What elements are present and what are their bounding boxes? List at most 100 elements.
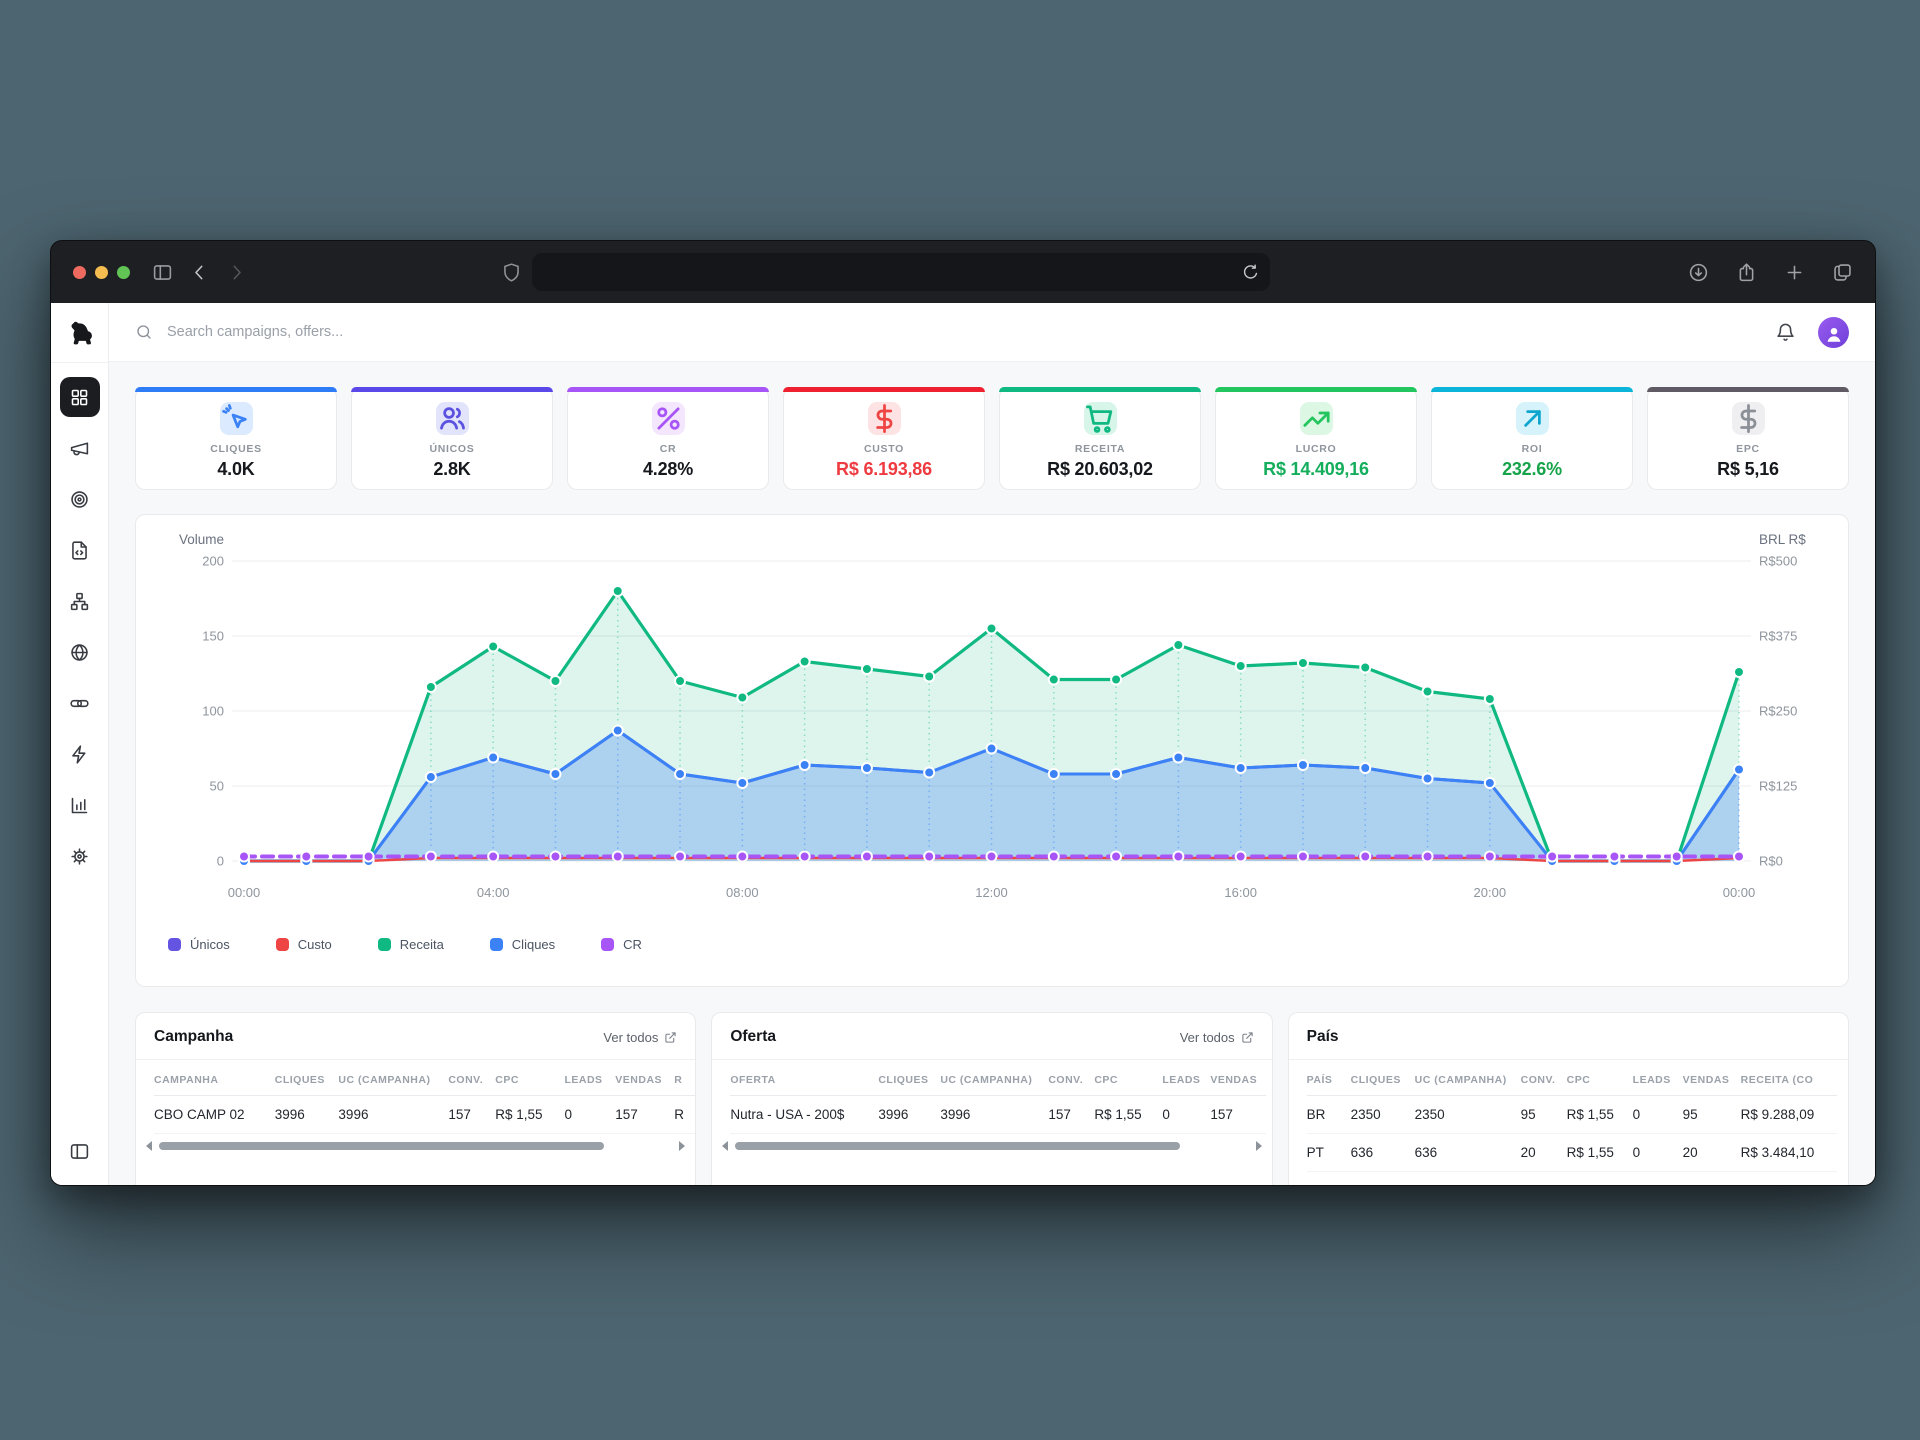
new-tab-icon[interactable] [1784, 262, 1805, 283]
file-code-icon [69, 540, 90, 561]
sidebar-item-domains[interactable] [60, 632, 100, 672]
traffic-chart: 0 R$0 50 R$125 100 R$250 150 R$375 200 R$500 Volum… [179, 532, 1806, 900]
legend-item-receita[interactable]: Receita [377, 937, 444, 952]
table-scroll-area[interactable]: PAÍS CLIQUES UC (CAMPANHA) CONV. CPC LEADS VEN… [1289, 1060, 1848, 1172]
table-cell: R$ 1,55 [495, 1095, 565, 1134]
ver-todos-link[interactable]: Ver todos [1180, 1030, 1254, 1045]
table-title: Campanha [154, 1028, 234, 1045]
table-row[interactable]: CBO CAMP 02 3996 3996 157 R$ 1,55 0 157 R [154, 1095, 696, 1134]
tables-row: Campanha Ver todos CAMPANHA CLIQUES UC (CAMP… [135, 1012, 1849, 1185]
sidebar-item-links[interactable] [60, 683, 100, 723]
stat-accent-bar [1215, 387, 1417, 392]
table-cell: R$ 3.484,10 [1740, 1133, 1837, 1172]
notifications-bell-icon[interactable] [1775, 322, 1796, 343]
column-header: CPC [1566, 1060, 1633, 1096]
sidebar-item-settings[interactable] [60, 836, 100, 876]
scroll-right-arrow[interactable] [1255, 1141, 1262, 1151]
table-row[interactable]: BR 2350 2350 95 R$ 1,55 0 95 R$ 9.288,09 [1306, 1095, 1837, 1134]
stat-label: RECEITA [1074, 443, 1126, 455]
sidebar-item-landers[interactable] [60, 530, 100, 570]
sidebar-item-automation[interactable] [60, 734, 100, 774]
stat-accent-bar [999, 387, 1201, 392]
maximize-window-button[interactable] [117, 265, 130, 279]
svg-text:R$125: R$125 [1759, 779, 1797, 794]
scrollbar-thumb[interactable] [735, 1142, 1181, 1150]
column-header: CPC [1094, 1060, 1163, 1096]
address-bar[interactable] [532, 253, 1270, 291]
cursor-click-icon [219, 402, 253, 435]
column-header: R [674, 1060, 696, 1096]
table-cell: 2350 [1414, 1095, 1521, 1134]
table-scroll-area[interactable]: CAMPANHA CLIQUES UC (CAMPANHA) CONV. CPC LEAD… [136, 1060, 696, 1134]
scrollbar-track[interactable] [157, 1142, 674, 1150]
legend-item-custo[interactable]: Custo [275, 937, 332, 952]
stat-accent-bar [135, 387, 337, 392]
table-cell: 3996 [274, 1095, 339, 1134]
table-scroll-area[interactable]: OFERTA CLIQUES UC (CAMPANHA) CONV. CPC LEADS V… [712, 1060, 1271, 1134]
sidebar-item-campaigns[interactable] [60, 428, 100, 468]
scroll-left-arrow[interactable] [722, 1141, 729, 1151]
stat-label: LUCRO [1295, 443, 1337, 455]
globe-icon [69, 642, 90, 663]
app-root: CLIQUES 4.0K ÚNICOS 2.8K CR 4.28% CUSTO R$ 6.19… [51, 303, 1875, 1185]
legend-item-cliques[interactable]: Cliques [489, 937, 556, 952]
sidebar-item-offers[interactable] [60, 479, 100, 519]
svg-text:Volume: Volume [179, 532, 224, 547]
column-header: CLIQUES [274, 1060, 339, 1096]
browser-window: CLIQUES 4.0K ÚNICOS 2.8K CR 4.28% CUSTO R$ 6.19… [50, 240, 1876, 1186]
horizontal-scrollbar[interactable] [136, 1134, 695, 1154]
stat-value: 4.28% [642, 459, 694, 479]
external-link-icon [664, 1031, 677, 1044]
data-table: CAMPANHA CLIQUES UC (CAMPANHA) CONV. CPC LEAD… [154, 1060, 696, 1134]
back-icon[interactable] [189, 262, 210, 283]
panel-left-icon [69, 1141, 90, 1162]
scroll-right-arrow[interactable] [679, 1141, 686, 1151]
table-row[interactable]: PT 636 636 20 R$ 1,55 0 20 R$ 3.484,10 [1306, 1133, 1837, 1172]
gear-icon [69, 846, 90, 867]
forward-icon[interactable] [226, 262, 247, 283]
table-cell: 0 [1632, 1095, 1683, 1134]
sidebar-collapse-button[interactable] [60, 1131, 100, 1171]
minimize-window-button[interactable] [95, 265, 108, 279]
table-cell: PT [1306, 1133, 1351, 1172]
legend-label: CR [623, 937, 642, 952]
scrollbar-thumb[interactable] [159, 1142, 604, 1150]
stat-value: R$ 5,16 [1717, 459, 1779, 479]
horizontal-scrollbar[interactable] [712, 1134, 1271, 1154]
column-header: CONV. [448, 1060, 496, 1096]
legend-color-chip [601, 938, 615, 951]
scroll-left-arrow[interactable] [146, 1141, 152, 1151]
downloads-icon[interactable] [1688, 262, 1709, 283]
close-window-button[interactable] [73, 265, 86, 279]
table-card-oferta: Oferta Ver todos OFERTA CLIQUES UC (CAMPANHA… [711, 1012, 1273, 1185]
ver-todos-label: Ver todos [1179, 1029, 1235, 1045]
sidebar-item-flows[interactable] [60, 581, 100, 621]
reload-icon[interactable] [1241, 263, 1260, 282]
chart-legend: Únicos Custo Receita Cliques CR [168, 937, 1830, 952]
search-input[interactable] [165, 323, 589, 341]
table-card-header: Campanha Ver todos [136, 1013, 695, 1059]
table-row[interactable]: Nutra - USA - 200$ 3996 3996 157 R$ 1,55 0 157 [730, 1095, 1267, 1134]
scrollbar-track[interactable] [733, 1142, 1250, 1150]
column-header: LEADS [1162, 1060, 1211, 1096]
user-avatar[interactable] [1818, 316, 1849, 348]
ver-todos-link[interactable]: Ver todos [603, 1030, 677, 1045]
stat-accent-bar [1431, 387, 1633, 392]
user-icon [1823, 323, 1845, 345]
column-header: UC (CAMPANHA) [1414, 1060, 1521, 1096]
svg-text:150: 150 [202, 629, 224, 644]
sidebar-item-reports[interactable] [60, 785, 100, 825]
sidebar-nav [59, 377, 100, 876]
share-icon[interactable] [1736, 262, 1757, 283]
legend-item-cr[interactable]: CR [601, 937, 642, 952]
privacy-shield-icon[interactable] [501, 262, 522, 283]
tab-overview-icon[interactable] [1832, 262, 1853, 283]
legend-color-chip [168, 938, 181, 951]
legend-item-únicos[interactable]: Únicos [168, 937, 230, 952]
legend-label: Cliques [511, 937, 556, 952]
sidebar-item-dashboard[interactable] [59, 377, 100, 417]
sidebar-toggle-icon[interactable] [152, 262, 173, 283]
app-logo[interactable] [51, 303, 108, 363]
legend-color-chip [489, 938, 503, 951]
svg-text:16:00: 16:00 [1224, 885, 1257, 900]
